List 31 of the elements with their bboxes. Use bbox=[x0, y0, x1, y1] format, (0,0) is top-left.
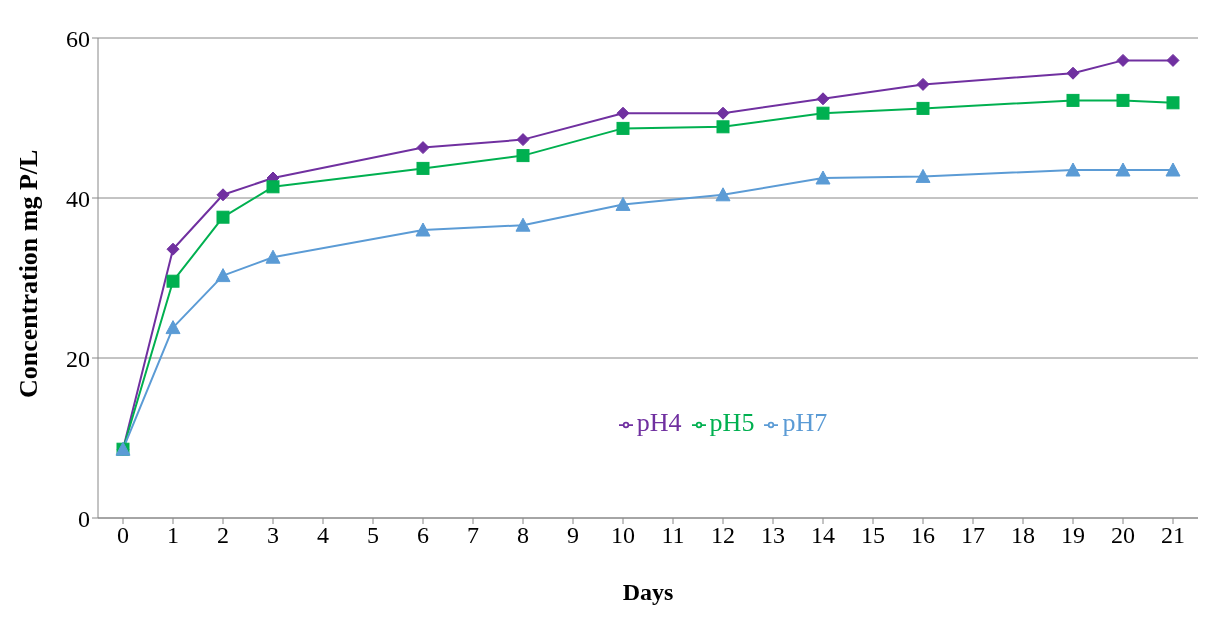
y-tick-label: 60 bbox=[66, 25, 90, 52]
x-tick-label: 21 bbox=[1161, 522, 1185, 549]
x-tick-label: 13 bbox=[761, 522, 785, 549]
x-tick-label: 4 bbox=[317, 522, 329, 549]
x-tick-label: 17 bbox=[961, 522, 985, 549]
legend-label: pH7 bbox=[782, 408, 828, 437]
x-axis-title: Days bbox=[622, 579, 674, 605]
y-tick-label: 40 bbox=[66, 185, 90, 212]
legend-label: pH4 bbox=[636, 408, 682, 437]
x-tick-label: 7 bbox=[467, 522, 479, 549]
x-tick-label: 9 bbox=[567, 522, 579, 549]
x-tick-label: 3 bbox=[267, 522, 279, 549]
x-tick-label: 8 bbox=[517, 522, 529, 549]
x-tick-label: 15 bbox=[861, 522, 885, 549]
y-axis-title: Concentration mg P/L bbox=[14, 149, 44, 398]
x-tick-label: 14 bbox=[811, 522, 835, 549]
x-tick-label: 11 bbox=[661, 522, 685, 549]
x-tick-label: 0 bbox=[117, 522, 129, 549]
x-tick-label: 12 bbox=[711, 522, 735, 549]
y-tick-label: 0 bbox=[78, 505, 90, 532]
x-tick-label: 16 bbox=[911, 522, 935, 549]
legend-label: pH5 bbox=[709, 408, 755, 437]
x-tick-label: 5 bbox=[367, 522, 379, 549]
x-tick-label: 10 bbox=[611, 522, 635, 549]
x-tick-label: 18 bbox=[1011, 522, 1035, 549]
x-tick-label: 2 bbox=[217, 522, 229, 549]
x-tick-label: 19 bbox=[1061, 522, 1085, 549]
x-tick-label: 20 bbox=[1111, 522, 1135, 549]
x-tick-label: 6 bbox=[417, 522, 429, 549]
x-tick-label: 1 bbox=[167, 522, 179, 549]
y-tick-label: 20 bbox=[66, 345, 90, 372]
